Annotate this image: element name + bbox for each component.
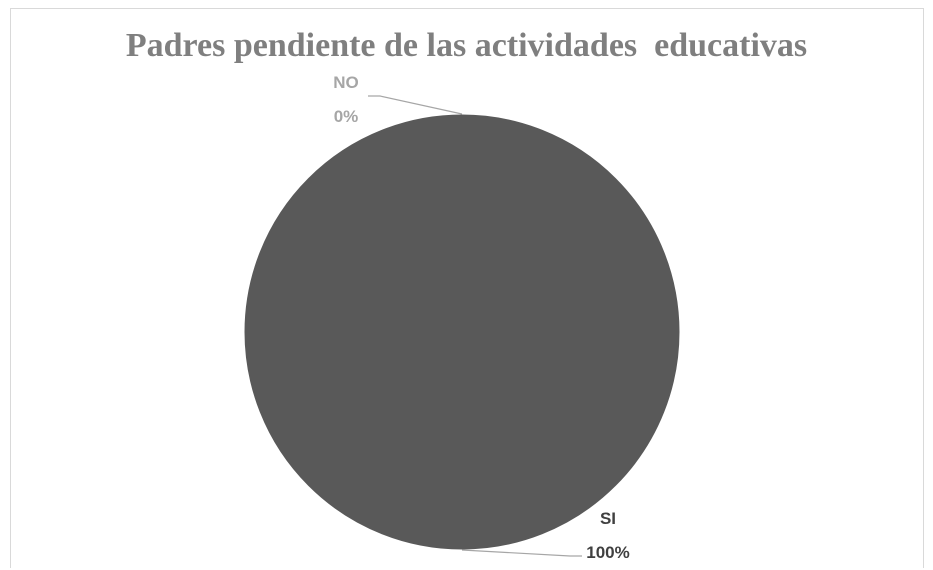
data-label-category-si: SI [600, 509, 616, 528]
chart-title: Padres pendiente de las actividades educ… [125, 27, 808, 64]
data-label-value-si: 100% [586, 543, 629, 562]
data-label-value-no: 0% [334, 107, 359, 126]
data-label-category-no: NO [333, 73, 359, 92]
pie-slice-si [243, 113, 681, 551]
leader-line-no [368, 95, 463, 115]
leader-line-si [461, 549, 582, 557]
pie-data-labels: NO 0% SI 100% [333, 73, 629, 562]
pie-slices [243, 113, 681, 551]
